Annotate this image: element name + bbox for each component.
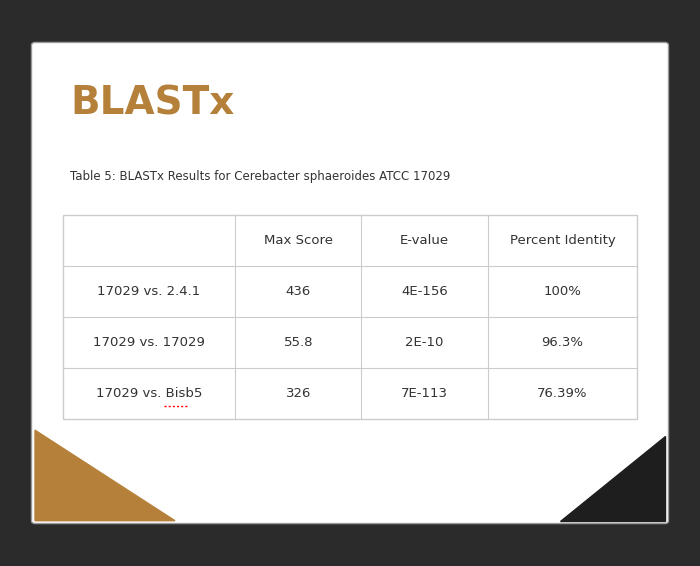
Text: 76.39%: 76.39% (537, 387, 587, 400)
Text: 326: 326 (286, 387, 311, 400)
FancyBboxPatch shape (32, 42, 668, 524)
Text: Percent Identity: Percent Identity (510, 234, 615, 247)
Text: 7E-113: 7E-113 (401, 387, 448, 400)
Text: 17029 vs. 2.4.1: 17029 vs. 2.4.1 (97, 285, 201, 298)
Text: 17029 vs. 17029: 17029 vs. 17029 (93, 336, 205, 349)
Text: 96.3%: 96.3% (541, 336, 583, 349)
Text: Max Score: Max Score (264, 234, 332, 247)
Polygon shape (560, 436, 665, 521)
Text: 436: 436 (286, 285, 311, 298)
Text: 4E-156: 4E-156 (401, 285, 448, 298)
Text: 17029 vs. Bisb5: 17029 vs. Bisb5 (96, 387, 202, 400)
Text: BLASTx: BLASTx (70, 85, 234, 123)
Text: 2E-10: 2E-10 (405, 336, 444, 349)
Text: E-value: E-value (400, 234, 449, 247)
Polygon shape (35, 430, 175, 521)
Text: Table 5: BLASTx Results for Cerebacter sphaeroides ATCC 17029: Table 5: BLASTx Results for Cerebacter s… (70, 170, 450, 183)
Text: 55.8: 55.8 (284, 336, 313, 349)
Bar (63, 215, 637, 419)
Text: 100%: 100% (543, 285, 581, 298)
